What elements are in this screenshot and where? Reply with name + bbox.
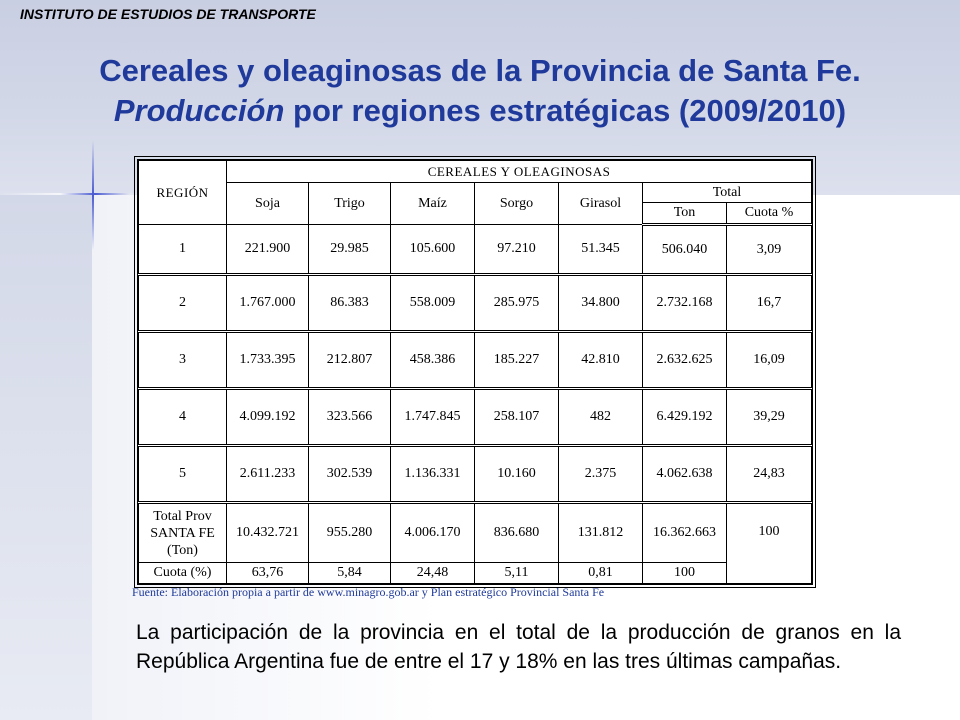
col-header-cuota: Cuota % bbox=[725, 202, 813, 226]
col-header-maiz: Maíz bbox=[390, 182, 475, 225]
cuota-cell: 16,7 bbox=[725, 273, 813, 332]
title-rest: por regiones estratégicas (2009/2010) bbox=[284, 93, 847, 128]
col-header-girasol: Girasol bbox=[558, 182, 643, 225]
value-cell: 221.900 bbox=[226, 224, 309, 275]
col-header-soja: Soja bbox=[226, 182, 309, 225]
value-cell: 558.009 bbox=[390, 273, 475, 332]
value-cell: 323.566 bbox=[308, 387, 391, 446]
ton-cell: 2.732.168 bbox=[642, 273, 727, 332]
table-row: 4 4.099.192 323.566 1.747.845 258.107 48… bbox=[138, 387, 813, 446]
total-label-line2: SANTA FE bbox=[150, 525, 215, 541]
value-cell: 285.975 bbox=[474, 273, 559, 332]
value-cell: 1.136.331 bbox=[390, 444, 475, 503]
cuota-label: Cuota (%) bbox=[138, 562, 227, 584]
cuota-value-cell: 24,48 bbox=[390, 562, 475, 584]
title-italic-word: Producción bbox=[113, 93, 285, 128]
total-value-cell: 955.280 bbox=[308, 501, 391, 563]
value-cell: 86.383 bbox=[308, 273, 391, 332]
total-label: Total Prov SANTA FE (Ton) bbox=[138, 501, 227, 563]
region-cell: 3 bbox=[138, 330, 227, 389]
total-value-cell: 4.006.170 bbox=[390, 501, 475, 563]
total-label-line1: Total Prov bbox=[153, 508, 212, 524]
left-band bbox=[0, 195, 92, 720]
production-table: REGIÓN CEREALES Y OLEAGINOSAS Soja Trigo… bbox=[133, 156, 817, 588]
ton-cell: 506.040 bbox=[642, 224, 727, 275]
value-cell: 97.210 bbox=[474, 224, 559, 275]
value-cell: 185.227 bbox=[474, 330, 559, 389]
table-row: 2 1.767.000 86.383 558.009 285.975 34.80… bbox=[138, 273, 813, 332]
cuota-cell: 3,09 bbox=[725, 224, 813, 275]
ton-cell: 4.062.638 bbox=[642, 444, 727, 503]
total-cuota-cell: 100 bbox=[725, 501, 813, 584]
region-cell: 5 bbox=[138, 444, 227, 503]
cuota-cell: 16,09 bbox=[725, 330, 813, 389]
col-header-sorgo: Sorgo bbox=[474, 182, 559, 225]
value-cell: 482 bbox=[558, 387, 643, 446]
cuota-row: Cuota (%) 63,76 5,84 24,48 5,11 0,81 100 bbox=[138, 562, 812, 584]
total-row: Total Prov SANTA FE (Ton) 10.432.721 955.2… bbox=[138, 501, 813, 584]
cuota-cell: 24,83 bbox=[725, 444, 813, 503]
value-cell: 105.600 bbox=[390, 224, 475, 275]
sparkle-star-decoration bbox=[60, 193, 130, 195]
col-header-total: Total bbox=[641, 182, 813, 203]
value-cell: 10.160 bbox=[474, 444, 559, 503]
total-ton-cell: 16.362.663 bbox=[642, 501, 727, 563]
table-row: 1 221.900 29.985 105.600 97.210 51.345 5… bbox=[138, 224, 813, 275]
sparkle-vertical-decoration bbox=[92, 140, 94, 250]
value-cell: 1.733.395 bbox=[226, 330, 309, 389]
value-cell: 212.807 bbox=[308, 330, 391, 389]
group-header: CEREALES Y OLEAGINOSAS bbox=[225, 160, 813, 183]
value-cell: 302.539 bbox=[308, 444, 391, 503]
value-cell: 29.985 bbox=[308, 224, 391, 275]
cuota-value-cell: 0,81 bbox=[558, 562, 643, 584]
table-row: 3 1.733.395 212.807 458.386 185.227 42.8… bbox=[138, 330, 813, 389]
value-cell: 34.800 bbox=[558, 273, 643, 332]
value-cell: 2.375 bbox=[558, 444, 643, 503]
institute-label: INSTITUTO DE ESTUDIOS DE TRANSPORTE bbox=[20, 6, 316, 22]
slide-title-line2: Producción por regiones estratégicas (20… bbox=[0, 92, 960, 130]
region-cell: 4 bbox=[138, 387, 227, 446]
value-cell: 458.386 bbox=[390, 330, 475, 389]
summary-paragraph: La participación de la provincia en el t… bbox=[136, 621, 901, 673]
ton-cell: 6.429.192 bbox=[642, 387, 727, 446]
cuota-ton-cell: 100 bbox=[642, 562, 727, 584]
total-value-cell: 836.680 bbox=[474, 501, 559, 563]
slide-title-line1: Cereales y oleaginosas de la Provincia d… bbox=[99, 53, 861, 88]
value-cell: 1.767.000 bbox=[226, 273, 309, 332]
region-cell: 1 bbox=[138, 224, 227, 275]
ton-cell: 2.632.625 bbox=[642, 330, 727, 389]
table-row: 5 2.611.233 302.539 1.136.331 10.160 2.3… bbox=[138, 444, 813, 503]
value-cell: 42.810 bbox=[558, 330, 643, 389]
total-label-line3: (Ton) bbox=[167, 542, 198, 558]
cuota-value-cell: 63,76 bbox=[226, 562, 309, 584]
total-value-cell: 10.432.721 bbox=[226, 501, 309, 563]
value-cell: 258.107 bbox=[474, 387, 559, 446]
cuota-value-cell: 5,84 bbox=[308, 562, 391, 584]
cuota-value-cell: 5,11 bbox=[474, 562, 559, 584]
total-value-cell: 131.812 bbox=[558, 501, 643, 563]
value-cell: 2.611.233 bbox=[226, 444, 309, 503]
region-cell: 2 bbox=[138, 273, 227, 332]
value-cell: 51.345 bbox=[558, 224, 643, 275]
col-header-trigo: Trigo bbox=[308, 182, 391, 225]
col-header-ton: Ton bbox=[642, 202, 727, 226]
cuota-cell: 39,29 bbox=[725, 387, 813, 446]
source-note: Fuente: Elaboración propia a partir de w… bbox=[132, 585, 605, 599]
region-header: REGIÓN bbox=[138, 160, 227, 225]
value-cell: 4.099.192 bbox=[226, 387, 309, 446]
value-cell: 1.747.845 bbox=[390, 387, 475, 446]
